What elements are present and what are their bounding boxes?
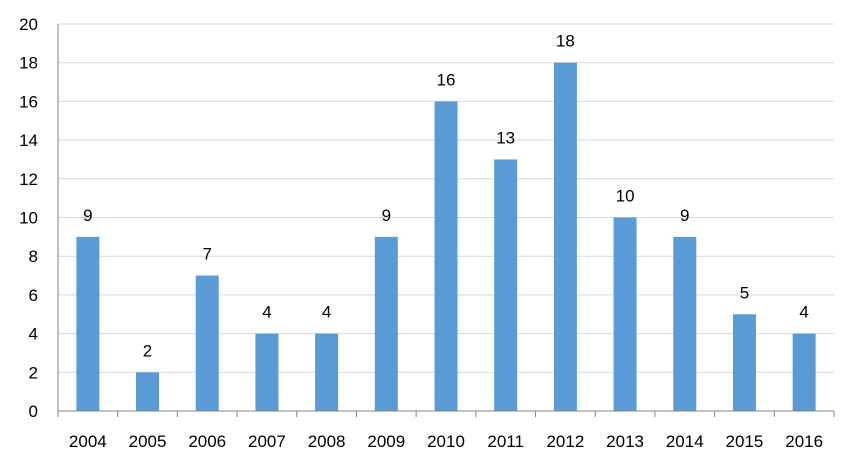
y-tick-label: 0 bbox=[29, 402, 38, 421]
y-tick-label: 16 bbox=[19, 92, 38, 111]
data-label: 5 bbox=[740, 283, 749, 302]
bar-2013 bbox=[613, 217, 637, 411]
data-label: 9 bbox=[83, 206, 92, 225]
y-tick-label: 8 bbox=[29, 247, 38, 266]
data-label: 9 bbox=[680, 206, 689, 225]
x-tick-label: 2007 bbox=[248, 432, 286, 451]
data-label: 4 bbox=[799, 303, 808, 322]
x-axis-tick-labels: 2004 2005 2006 2007 2008 2009 2010 2011 2012 2013… bbox=[69, 432, 823, 451]
data-label: 13 bbox=[496, 128, 515, 147]
x-tick-label: 2006 bbox=[188, 432, 226, 451]
x-tick-label: 2008 bbox=[308, 432, 346, 451]
x-tick-label: 2011 bbox=[487, 432, 524, 451]
bars bbox=[76, 62, 816, 412]
y-tick-label: 6 bbox=[29, 286, 38, 305]
y-tick-label: 2 bbox=[29, 363, 38, 382]
y-tick-label: 18 bbox=[19, 54, 38, 73]
bar-2014 bbox=[673, 236, 697, 411]
y-axis-tick-labels: 0 2 4 6 8 10 12 14 16 18 20 bbox=[19, 15, 38, 421]
data-label: 9 bbox=[382, 206, 391, 225]
data-label: 10 bbox=[616, 187, 635, 206]
x-tick-label: 2016 bbox=[785, 432, 823, 451]
y-tick-label: 14 bbox=[19, 131, 38, 150]
data-label: 4 bbox=[322, 303, 331, 322]
x-tick-label: 2013 bbox=[606, 432, 644, 451]
x-tick-label: 2005 bbox=[129, 432, 167, 451]
y-tick-label: 20 bbox=[19, 15, 38, 34]
x-tick-label: 2012 bbox=[546, 432, 584, 451]
x-tick-label: 2009 bbox=[367, 432, 405, 451]
x-tick-label: 2015 bbox=[726, 432, 764, 451]
data-label: 2 bbox=[143, 341, 152, 360]
bar-2008 bbox=[315, 333, 339, 411]
data-labels: 9 2 7 4 4 9 16 13 18 10 9 5 4 bbox=[83, 32, 809, 361]
x-tick-label: 2004 bbox=[69, 432, 107, 451]
y-tick-label: 4 bbox=[29, 325, 38, 344]
axes bbox=[57, 24, 835, 417]
y-tick-label: 12 bbox=[19, 170, 38, 189]
x-tick-label: 2014 bbox=[666, 432, 704, 451]
bar-2006 bbox=[195, 275, 219, 411]
bar-2011 bbox=[494, 159, 518, 411]
bar-2010 bbox=[434, 101, 458, 412]
data-label: 16 bbox=[437, 70, 456, 89]
data-label: 7 bbox=[202, 245, 211, 264]
x-tick-label: 2010 bbox=[427, 432, 465, 451]
data-label: 4 bbox=[262, 303, 271, 322]
data-label: 18 bbox=[556, 32, 575, 51]
bar-2005 bbox=[136, 372, 160, 411]
y-tick-label: 10 bbox=[19, 209, 38, 228]
bar-2016 bbox=[792, 333, 816, 411]
bar-2007 bbox=[255, 333, 279, 411]
bar-2012 bbox=[553, 62, 577, 411]
bar-2004 bbox=[76, 236, 100, 411]
bar-2009 bbox=[374, 236, 398, 411]
bar-2015 bbox=[732, 314, 756, 411]
